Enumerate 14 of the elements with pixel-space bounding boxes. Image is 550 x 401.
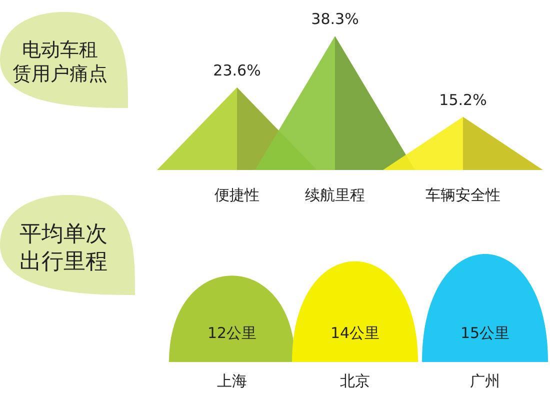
data-label: 14公里: [330, 324, 380, 342]
category-label: 北京: [340, 372, 370, 390]
data-label: 23.6%: [213, 61, 261, 80]
data-label: 15公里: [460, 324, 510, 342]
text: 平均单次出行里程: [20, 222, 108, 274]
text: 电动车租赁用户痛点: [12, 39, 108, 85]
data-label: 15.2%: [439, 90, 487, 109]
data-label: 38.3%: [311, 10, 359, 28]
category-label: 便捷性: [214, 186, 260, 204]
category-label: 上海: [217, 372, 247, 390]
data-label: 12公里: [207, 324, 257, 342]
category-label: 续航里程: [305, 186, 365, 204]
category-label: 广州: [470, 372, 500, 390]
category-label: 车辆安全性: [426, 186, 500, 204]
